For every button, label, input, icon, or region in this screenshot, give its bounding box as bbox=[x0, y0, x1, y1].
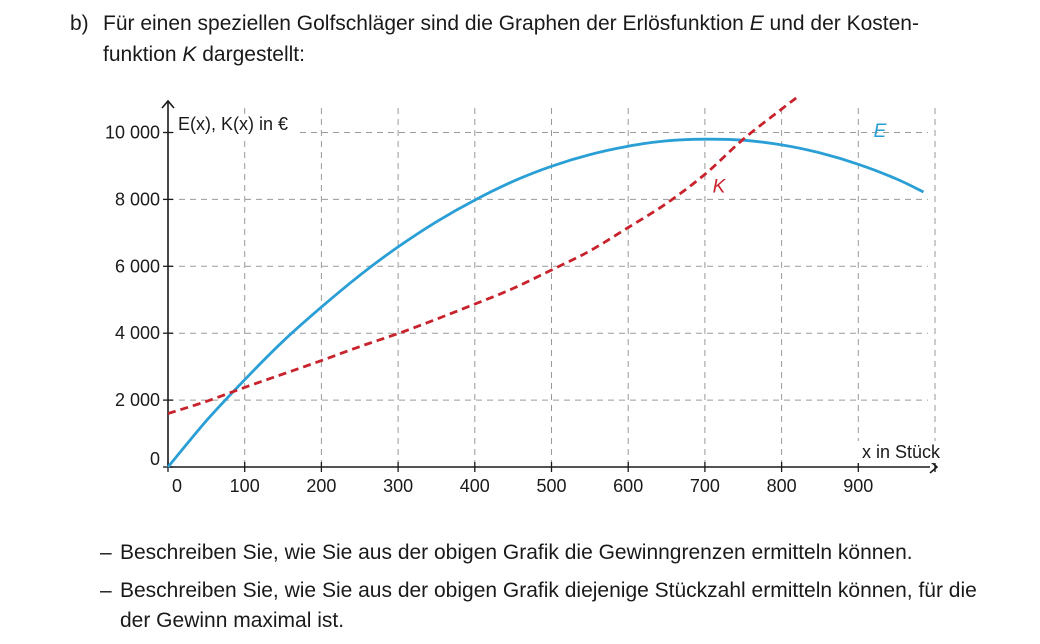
series-line-k bbox=[167, 96, 798, 415]
y-tick-label: 0 bbox=[150, 449, 160, 469]
x-tick-label: 200 bbox=[306, 476, 336, 496]
revenue-cost-chart: 0 100 200 300 400 500 600 700 800 900 0 2 000 4 000 6… bbox=[105, 96, 948, 496]
task-item-1: – Beschreiben Sie, wie Sie aus der obigen… bbox=[100, 538, 1000, 568]
task-text-1: Beschreiben Sie, wie Sie aus der obigen … bbox=[120, 541, 913, 564]
x-tick-label: 600 bbox=[613, 476, 643, 496]
x-tick-label: 0 bbox=[172, 476, 182, 496]
x-tick-label: 100 bbox=[230, 476, 260, 496]
x-tick-label: 800 bbox=[767, 476, 797, 496]
task-intro: b) Für einen speziellen Golfschläger sin… bbox=[70, 8, 990, 70]
task-text-2: Beschreiben Sie, wie Sie aus der obigen … bbox=[120, 579, 977, 632]
task-item-2: – Beschreiben Sie, wie Sie aus der obigen… bbox=[100, 576, 1000, 636]
list-dash: – bbox=[100, 579, 112, 602]
y-tick-label: 6 000 bbox=[115, 256, 160, 276]
x-tick-label: 700 bbox=[690, 476, 720, 496]
y-tick-label: 8 000 bbox=[115, 189, 160, 209]
task-label: b) bbox=[70, 12, 89, 35]
y-tick-label: 2 000 bbox=[115, 390, 160, 410]
y-axis-arrow bbox=[161, 99, 175, 109]
series-line-e bbox=[166, 137, 925, 468]
y-tick-label: 10 000 bbox=[105, 123, 160, 143]
series-label-k: K bbox=[713, 177, 727, 198]
task-list: – Beschreiben Sie, wie Sie aus der obigen… bbox=[100, 538, 1000, 644]
function-k-name: K bbox=[182, 43, 197, 66]
x-axis-label-background bbox=[856, 441, 948, 463]
x-tick-label: 500 bbox=[536, 476, 566, 496]
function-e-name: E bbox=[749, 12, 764, 35]
list-dash: – bbox=[100, 541, 112, 564]
task-intro-text: Für einen speziellen Golfschläger sind d… bbox=[103, 12, 919, 66]
x-tick-label: 400 bbox=[460, 476, 490, 496]
y-axis-label-background bbox=[174, 114, 298, 136]
y-tick-label: 4 000 bbox=[115, 323, 160, 343]
y-axis-label: E(x), K(x) in € bbox=[178, 114, 288, 134]
x-axis-label: x in Stück bbox=[862, 442, 941, 462]
x-tick-label: 300 bbox=[383, 476, 413, 496]
series-label-e: E bbox=[874, 121, 887, 142]
x-tick-label: 900 bbox=[843, 476, 873, 496]
